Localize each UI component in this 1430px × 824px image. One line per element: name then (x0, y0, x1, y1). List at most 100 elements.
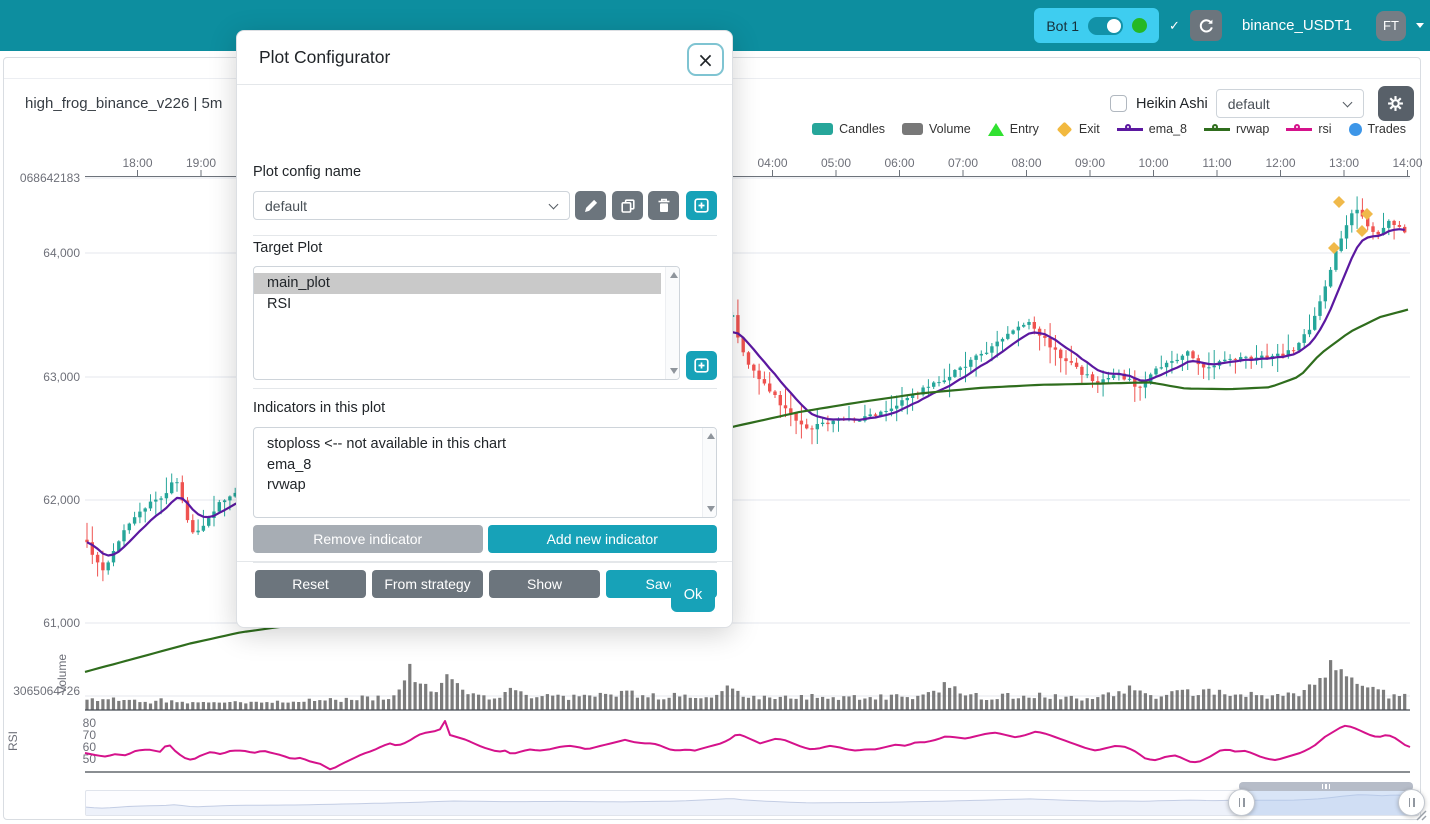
legend-swatch (812, 123, 834, 135)
legend-label: ema_8 (1148, 122, 1187, 136)
indicators-listbox[interactable]: stoploss <-- not available in this chart… (253, 427, 717, 518)
refresh-icon (1199, 18, 1213, 32)
legend-item-volume[interactable]: Volume (902, 122, 971, 136)
svg-text:05:00: 05:00 (821, 156, 851, 170)
legend-item-ema_8[interactable]: ema_8 (1116, 122, 1187, 136)
divider (253, 235, 717, 236)
refresh-button[interactable] (1189, 10, 1222, 41)
scrollbar[interactable] (702, 428, 716, 517)
indicator-item[interactable]: ema_8 (267, 456, 312, 473)
svg-text:61,000: 61,000 (43, 616, 80, 630)
bot-selector[interactable]: Bot 1 (1034, 8, 1160, 43)
close-button[interactable]: × (687, 43, 724, 76)
legend-label: Exit (1078, 122, 1100, 136)
svg-text:3065064726: 3065064726 (13, 684, 80, 698)
plot-config-select[interactable]: default (1215, 89, 1364, 118)
plot-settings-button[interactable] (1377, 86, 1414, 121)
svg-text:19:00: 19:00 (186, 156, 216, 170)
resize-grip[interactable] (1413, 807, 1427, 821)
indicator-item[interactable]: rvwap (267, 477, 306, 493)
svg-text:62,000: 62,000 (43, 493, 80, 507)
delete-config-button[interactable] (648, 191, 679, 220)
scroll-up-icon[interactable] (706, 433, 715, 439)
indicator-item[interactable]: stoploss <-- not available in this chart (267, 436, 506, 452)
svg-text:11:00: 11:00 (1202, 156, 1231, 170)
legend-label: rvwap (1236, 122, 1270, 136)
legend-item-trades[interactable]: Trades (1348, 122, 1406, 136)
chevron-down-icon (1342, 97, 1353, 108)
scroll-down-icon[interactable] (706, 506, 715, 512)
heikin-ashi-checkbox[interactable] (1110, 95, 1127, 112)
legend-swatch (1286, 124, 1313, 131)
chart-legend: Candles Volume Entry Exit ema_8 rvwap rsi Trade… (740, 121, 1406, 137)
legend-swatch (902, 123, 924, 135)
config-name-label: Plot config name (253, 164, 362, 180)
bot-online-indicator (1132, 18, 1148, 33)
target-plot-listbox[interactable]: main_plot RSI (253, 266, 680, 380)
legend-item-exit[interactable]: Exit (1056, 121, 1100, 137)
legend-label: Entry (1009, 122, 1039, 136)
duplicate-config-button[interactable] (612, 191, 643, 220)
plot-config-select-value: default (1227, 95, 1270, 112)
datazoom-slider[interactable] (85, 782, 1425, 816)
legend-swatch (987, 122, 1004, 136)
chevron-down-icon (548, 199, 559, 210)
modal-title: Plot Configurator (259, 47, 391, 67)
legend-label: Volume (929, 122, 971, 136)
edit-config-button[interactable] (575, 191, 606, 220)
svg-text:08:00: 08:00 (1011, 156, 1041, 170)
plus-square-icon (694, 198, 709, 213)
scroll-up-icon[interactable] (669, 272, 678, 278)
show-button[interactable]: Show (489, 570, 600, 598)
legend-swatch (1204, 124, 1230, 131)
target-plot-label: Target Plot (253, 240, 323, 256)
check-icon: ✓ (1169, 17, 1180, 33)
datazoom-overview (85, 794, 1416, 815)
legend-label: rsi (1318, 122, 1332, 136)
target-plot-item[interactable]: RSI (267, 295, 292, 312)
legend-swatch (1116, 124, 1143, 131)
divider (253, 562, 717, 563)
svg-text:06:00: 06:00 (884, 156, 914, 170)
add-target-plot-button[interactable] (686, 351, 717, 380)
close-icon: × (697, 47, 714, 72)
add-config-button[interactable] (686, 191, 717, 220)
svg-text:14:00: 14:00 (1392, 156, 1422, 170)
bot-toggle[interactable] (1088, 16, 1124, 35)
pencil-icon (584, 199, 597, 212)
avatar[interactable]: FT (1376, 10, 1406, 41)
config-name-select[interactable]: default (253, 191, 570, 220)
remove-indicator-button[interactable]: Remove indicator (253, 525, 483, 553)
svg-text:18:00: 18:00 (122, 156, 152, 170)
legend-item-rvwap[interactable]: rvwap (1204, 122, 1269, 136)
datazoom-right-handle[interactable] (1398, 789, 1425, 816)
caret-down-icon[interactable] (1416, 23, 1424, 28)
indicators-label: Indicators in this plot (253, 400, 386, 416)
svg-text:07:00: 07:00 (948, 156, 978, 170)
modal-footer: Ok (237, 561, 732, 627)
plot-configurator-modal: Plot Configurator × Plot config name def… (236, 30, 733, 628)
datazoom-selection[interactable] (1241, 791, 1411, 815)
chart-title: high_frog_binance_v226 | 5m (25, 95, 223, 112)
scroll-down-icon[interactable] (669, 368, 678, 374)
add-new-indicator-button[interactable]: Add new indicator (487, 525, 717, 553)
svg-text:RSI: RSI (6, 731, 20, 751)
legend-swatch (1348, 122, 1362, 136)
svg-text:068642183: 068642183 (20, 171, 80, 185)
datazoom-move-handle[interactable] (1239, 782, 1413, 791)
divider (253, 388, 717, 389)
ok-button[interactable]: Ok (671, 578, 715, 612)
scrollbar[interactable] (665, 267, 679, 379)
legend-item-rsi[interactable]: rsi (1286, 122, 1332, 136)
from-strategy-button[interactable]: From strategy (372, 570, 483, 598)
datazoom-left-handle[interactable] (1228, 789, 1255, 816)
reset-button[interactable]: Reset (255, 570, 366, 598)
legend-item-candles[interactable]: Candles (812, 122, 885, 136)
bot-name-label: Bot 1 (1046, 17, 1080, 34)
svg-text:80: 80 (83, 716, 97, 730)
legend-item-entry[interactable]: Entry (987, 122, 1039, 136)
svg-text:60: 60 (83, 740, 97, 754)
gear-icon (1388, 96, 1404, 111)
pair-label: binance_USDT1 (1241, 17, 1352, 34)
target-plot-item[interactable]: main_plot (254, 273, 661, 294)
